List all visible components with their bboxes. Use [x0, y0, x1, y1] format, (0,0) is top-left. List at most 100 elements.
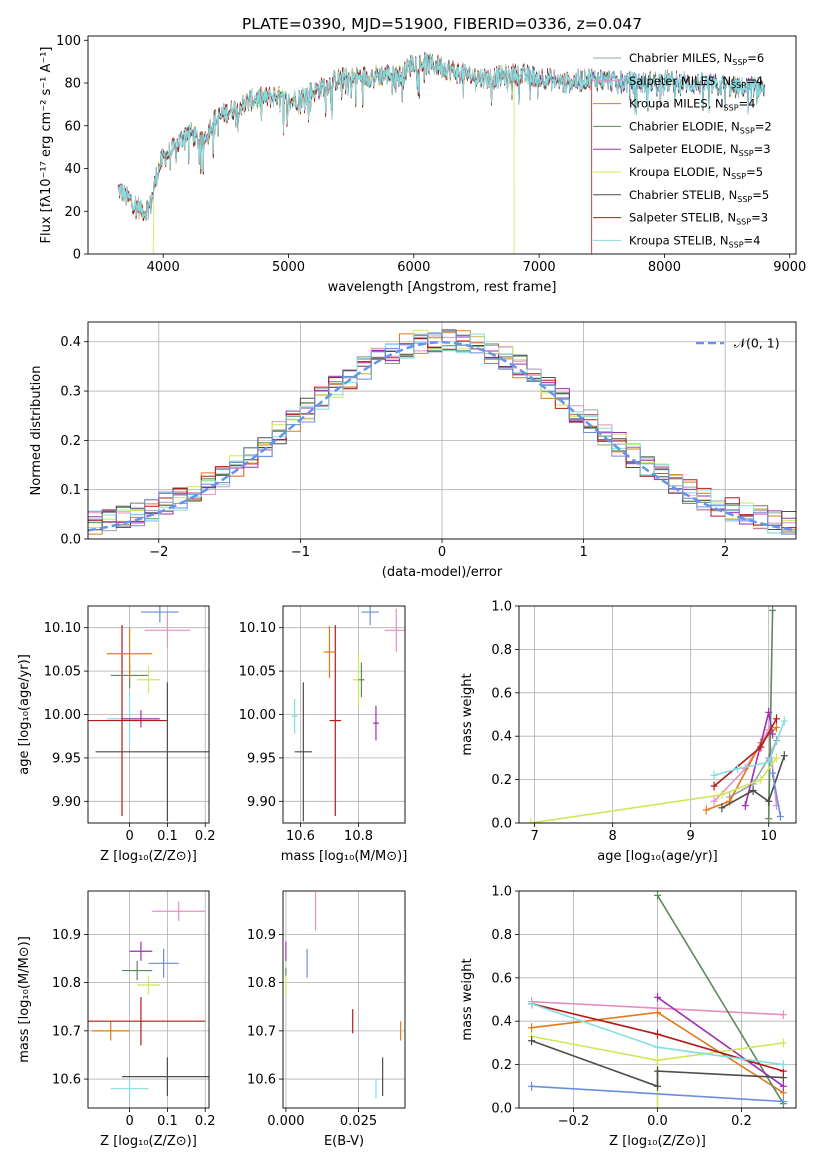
- residuals-xtick-label: 2: [721, 545, 729, 560]
- age_vs_mass-ytick-label: 10.10: [239, 621, 276, 636]
- residuals-xtick-label: −2: [149, 545, 168, 560]
- weight_vs_Z-ytick-label: 0.0: [491, 1102, 512, 1117]
- legend-label: Chabrier MILES, NSSP=6: [629, 51, 764, 67]
- age_vs_Z-ytick-label: 10.10: [44, 621, 81, 636]
- legend-name: Chabrier ELODIE, N: [629, 119, 740, 133]
- age_vs_Z-xtick-label: 0.1: [157, 829, 178, 844]
- mass_vs_ebv-plot-area: [285, 891, 402, 1099]
- legend-sub: SSP: [739, 149, 754, 158]
- weight_vs_age-ytick-label: 0.2: [491, 773, 512, 788]
- legend-name: Chabrier MILES, N: [629, 51, 732, 65]
- age_vs_Z-ytick-label: 10.00: [44, 708, 81, 723]
- weight-line: [721, 755, 786, 809]
- weight_vs_Z-ylabel: mass weight: [460, 958, 475, 1040]
- legend-count: =4: [744, 233, 761, 247]
- legend-count: =4: [746, 74, 763, 88]
- weight_vs_Z-ytick-label: 1.0: [491, 885, 512, 900]
- age_vs_Z-plot-area: [88, 606, 209, 822]
- weight_vs_age-xlabel: age [log₁₀(age/yr)]: [597, 849, 718, 864]
- weight_vs_Z-ytick-label: 0.6: [491, 971, 512, 986]
- weight_vs_age-xtick-label: 8: [608, 829, 616, 844]
- age_vs_Z-ytick-label: 9.90: [52, 795, 81, 810]
- spectrum-ytick-label: 0: [73, 248, 81, 263]
- weight_vs_age-xtick-label: 9: [687, 829, 695, 844]
- mass_vs_ebv-axes: 0.000 0.025 10.6 10.7 10.8 10.9 E(B-V): [247, 890, 406, 1149]
- legend-sub: SSP: [737, 195, 752, 204]
- spectrum-xtick-label: 9000: [773, 260, 806, 275]
- spectrum-ytick-label: 100: [56, 34, 81, 49]
- mass_vs_Z-ytick-label: 10.8: [52, 976, 81, 991]
- mass_vs_Z-spines: [87, 890, 210, 1109]
- mass_vs_ebv-xlabel: E(B-V): [324, 1134, 364, 1149]
- weight_vs_Z-xlabel: Z [log₁₀(Z/Z⊙)]: [609, 1134, 706, 1149]
- legend-count: =3: [751, 211, 768, 225]
- spectrum-ytick-label: 60: [64, 119, 81, 134]
- weight_vs_age-plot-area: [527, 606, 788, 823]
- residuals-xtick-label: 0: [438, 545, 446, 560]
- weight_vs_age-ytick-label: 0.0: [491, 817, 512, 832]
- residuals-xtick-label: 1: [579, 545, 587, 560]
- weight_vs_age-xtick-label: 10: [760, 829, 777, 844]
- legend-count: =2: [755, 119, 772, 133]
- age_vs_mass-ytick-label: 10.05: [239, 665, 276, 680]
- weight-line: [767, 610, 774, 819]
- age_vs_mass-spines: [282, 605, 406, 824]
- residuals-xlabel: (data-model)/error: [382, 565, 503, 580]
- mass_vs_ebv-ytick-label: 10.7: [247, 1024, 276, 1039]
- weight_vs_age-ytick-label: 0.6: [491, 686, 512, 701]
- legend-label: Kroupa STELIB, NSSP=4: [629, 233, 760, 249]
- legend-count: =3: [754, 142, 771, 156]
- spectrum-ytick-label: 20: [64, 205, 81, 220]
- mass_vs_ebv-xtick-label: 0.000: [267, 1114, 304, 1129]
- plot-layer: 4000 5000 6000 7000 8000 9000020406080100Chab…: [17, 34, 806, 1149]
- spectrum-xlabel: wavelength [Angstrom, rest frame]: [328, 280, 557, 295]
- mass_vs_Z-xtick-label: 0: [125, 1114, 133, 1129]
- spectrum-ytick-label: 40: [64, 162, 81, 177]
- mass_vs_ebv-ytick-label: 10.8: [247, 976, 276, 991]
- spectrum-xtick-label: 6000: [397, 260, 430, 275]
- weight_vs_Z-xtick-label: 0.2: [731, 1114, 752, 1129]
- weight_vs_Z-ytick-label: 0.8: [491, 928, 512, 943]
- weight-line: [531, 1039, 784, 1088]
- age_vs_Z-xlabel: Z [log₁₀(Z/Z⊙)]: [100, 849, 197, 864]
- legend-name: Salpeter STELIB, N: [629, 211, 736, 225]
- weight_vs_Z-axes: −0.2 0.0 0.2 0.0 0.2 0.4 0.6 0.8 1.0 Z [log₁₀(Z/Z…: [460, 885, 797, 1149]
- weight-line: [706, 726, 778, 811]
- weight-line: [531, 1085, 784, 1103]
- mass_vs_Z-ytick-label: 10.7: [52, 1024, 81, 1039]
- legend-label: Chabrier ELODIE, NSSP=2: [629, 119, 772, 135]
- weight_vs_age-ytick-label: 0.4: [491, 730, 512, 745]
- mass_vs_Z-axes: 0 0.1 0.2 10.6 10.7 10.8 10.9 Z [log₁₀(Z/Z⊙)] ma…: [17, 890, 216, 1149]
- age_vs_Z-ylabel: age [log₁₀(age/yr)]: [17, 654, 32, 775]
- mass_vs_Z-ylabel: mass [log₁₀(M/M⊙)]: [17, 936, 32, 1063]
- legend-name: Salpeter ELODIE, N: [629, 142, 739, 156]
- weight_vs_Z-xtick-label: 0.0: [647, 1114, 668, 1129]
- legend-count: =6: [747, 51, 764, 65]
- spectrum-plot-area: [117, 51, 766, 254]
- legend-sub: SSP: [736, 218, 751, 227]
- spectrum-spines: [87, 35, 797, 255]
- weight_vs_age-ylabel: mass weight: [460, 673, 475, 755]
- weight_vs_age-ytick-label: 0.8: [491, 643, 512, 658]
- weight-line: [657, 996, 784, 1087]
- legend-name: Chabrier STELIB, N: [629, 188, 737, 202]
- mass_vs_ebv-ytick-label: 10.9: [247, 928, 276, 943]
- residuals-ytick-label: 0.1: [60, 483, 81, 498]
- weight_vs_age-axes: 7 8 9 10 0.0 0.2 0.4 0.6 0.8 1.0 age [log₁₀(age/yr…: [460, 600, 797, 864]
- legend-sub: SSP: [724, 104, 739, 113]
- weight_vs_age-spines: [518, 605, 797, 824]
- legend-sub: SSP: [740, 126, 755, 135]
- legend-count: =5: [752, 188, 769, 202]
- spectrum-ytick-label: 80: [64, 77, 81, 92]
- legend-count: =5: [746, 165, 763, 179]
- weight_vs_Z-xtick-label: −0.2: [558, 1114, 590, 1129]
- weight-line: [656, 894, 785, 1105]
- legend-sub: SSP: [729, 240, 744, 249]
- mass_vs_Z-xtick-label: 0.1: [157, 1114, 178, 1129]
- mass_vs_Z-xtick-label: 0.2: [195, 1114, 216, 1129]
- legend-label: Salpeter STELIB, NSSP=3: [629, 211, 768, 227]
- normal-curve: [88, 340, 796, 532]
- mass_vs_ebv-xtick-label: 0.025: [340, 1114, 377, 1129]
- spectrum-line: [152, 54, 515, 254]
- mass_vs_Z-xlabel: Z [log₁₀(Z/Z⊙)]: [100, 1134, 197, 1149]
